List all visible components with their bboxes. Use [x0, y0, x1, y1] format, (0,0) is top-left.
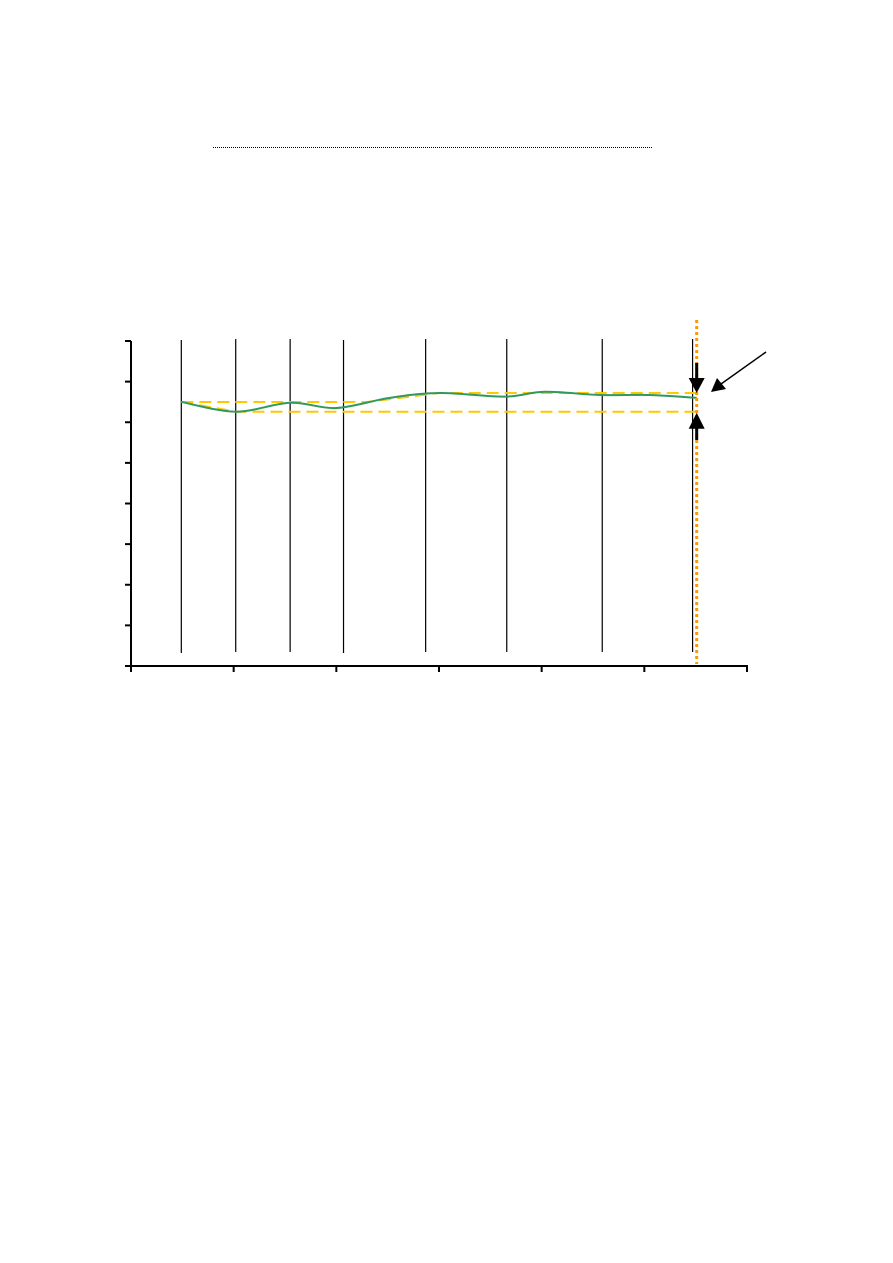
- envelope-lower-line: [181, 400, 697, 413]
- header-dotted-rule: [213, 147, 652, 148]
- range-arrow-up-icon: [688, 412, 705, 429]
- pointer-arrow-shaft: [720, 351, 767, 385]
- pointer-arrow-icon: [711, 378, 726, 392]
- range-arrow-down-icon: [688, 378, 705, 393]
